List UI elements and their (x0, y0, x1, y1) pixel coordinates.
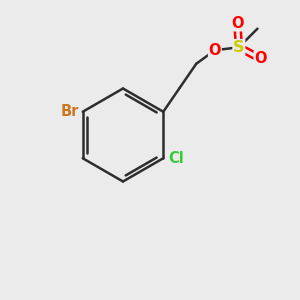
Text: O: O (208, 43, 221, 58)
Text: Br: Br (61, 104, 79, 119)
Text: O: O (231, 16, 244, 31)
Text: S: S (233, 40, 244, 55)
Text: Cl: Cl (168, 151, 184, 166)
Text: O: O (254, 51, 267, 66)
